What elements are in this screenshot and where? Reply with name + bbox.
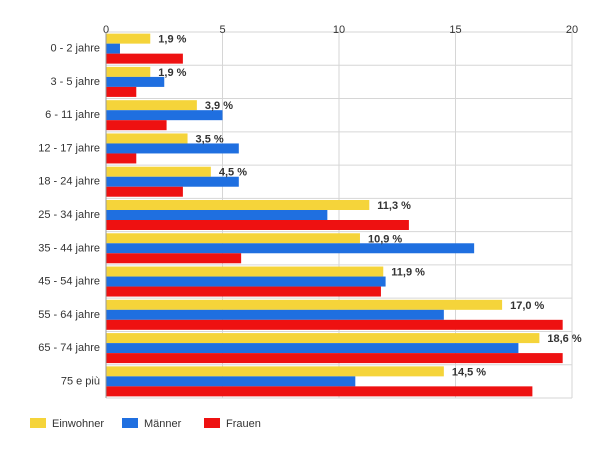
- category-label: 65 - 74 jahre: [38, 342, 100, 354]
- legend-label: Einwohner: [52, 418, 104, 430]
- bar-einwohner: [106, 166, 211, 177]
- bar-einwohner: [106, 266, 384, 277]
- category-label: 35 - 44 jahre: [38, 242, 100, 254]
- category-label: 55 - 64 jahre: [38, 309, 100, 321]
- bar-frauen: [106, 386, 533, 397]
- legend-swatch: [204, 418, 220, 428]
- x-tick-label: 10: [333, 24, 345, 36]
- bar-einwohner: [106, 299, 503, 310]
- bar-m-nner: [106, 343, 519, 354]
- legend-label: Männer: [144, 418, 182, 430]
- category-label: 0 - 2 jahre: [50, 43, 100, 55]
- bar-einwohner: [106, 333, 540, 344]
- category-label: 45 - 54 jahre: [38, 276, 100, 288]
- bar-m-nner: [106, 110, 223, 121]
- bar-m-nner: [106, 376, 356, 387]
- x-tick-label: 0: [103, 24, 109, 36]
- category-label: 3 - 5 jahre: [50, 76, 100, 88]
- bar-m-nner: [106, 176, 239, 187]
- category-label: 18 - 24 jahre: [38, 176, 100, 188]
- bar-einwohner: [106, 366, 444, 377]
- data-label: 18,6 %: [547, 333, 581, 345]
- bar-einwohner: [106, 133, 188, 144]
- data-label: 14,5 %: [452, 366, 486, 378]
- bar-frauen: [106, 120, 167, 131]
- legend-swatch: [122, 418, 138, 428]
- bar-m-nner: [106, 243, 475, 254]
- bar-frauen: [106, 319, 563, 330]
- bar-frauen: [106, 353, 563, 364]
- bar-einwohner: [106, 66, 151, 77]
- category-label: 6 - 11 jahre: [45, 109, 100, 121]
- data-label: 3,5 %: [196, 133, 224, 145]
- legend-swatch: [30, 418, 46, 428]
- bar-m-nner: [106, 276, 386, 287]
- bar-frauen: [106, 220, 409, 230]
- category-label: 12 - 17 jahre: [38, 142, 100, 154]
- data-label: 17,0 %: [510, 300, 544, 312]
- data-label: 4,5 %: [219, 167, 247, 179]
- bar-einwohner: [106, 33, 151, 44]
- bar-frauen: [106, 53, 183, 64]
- data-label: 10,9 %: [368, 233, 402, 245]
- data-label: 11,9 %: [391, 267, 425, 279]
- bar-m-nner: [106, 76, 165, 87]
- category-label: 75 e più: [61, 375, 100, 387]
- bar-einwohner: [106, 200, 370, 210]
- data-label: 3,9 %: [205, 100, 233, 112]
- bar-frauen: [106, 86, 137, 97]
- category-label: 25 - 34 jahre: [38, 209, 100, 221]
- bar-frauen: [106, 186, 183, 197]
- bar-m-nner: [106, 143, 239, 154]
- bar-m-nner: [106, 309, 444, 320]
- bar-einwohner: [106, 233, 360, 244]
- bar-einwohner: [106, 100, 197, 111]
- x-tick-label: 15: [449, 24, 461, 36]
- data-label: 11,3 %: [377, 200, 411, 212]
- data-label: 1,9 %: [158, 34, 186, 46]
- bar-m-nner: [106, 43, 120, 54]
- x-tick-label: 5: [219, 24, 225, 36]
- bar-m-nner: [106, 210, 328, 220]
- x-tick-label: 20: [566, 24, 578, 36]
- bar-frauen: [106, 253, 242, 264]
- legend-label: Frauen: [226, 418, 261, 430]
- bar-frauen: [106, 153, 137, 164]
- bar-frauen: [106, 286, 381, 297]
- data-label: 1,9 %: [158, 67, 186, 79]
